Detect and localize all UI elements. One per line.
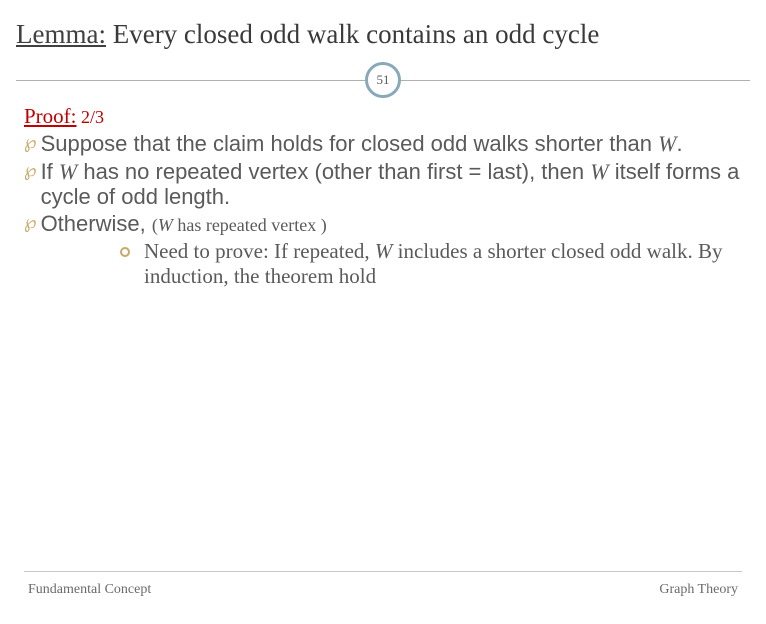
slide: Lemma: Every closed odd walk contains an… [0, 0, 766, 624]
proof-fraction: 2/3 [77, 107, 105, 127]
footer-rule [24, 571, 742, 572]
page-number-badge: 51 [365, 62, 401, 98]
bullet-icon: ℘ [24, 131, 37, 154]
divider: 51 [16, 62, 750, 98]
proof-heading: Proof: 2/3 [24, 104, 742, 129]
title-text: Every closed odd walk contains an odd cy… [106, 19, 599, 49]
bullet-item-1: ℘ Suppose that the claim holds for close… [24, 131, 742, 156]
content-area: Proof: 2/3 ℘ Suppose that the claim hold… [16, 104, 750, 289]
bullet-icon: ℘ [24, 211, 37, 234]
footer: Fundamental Concept Graph Theory [0, 582, 766, 598]
bullet-item-3: ℘ Otherwise, (W has repeated vertex ) [24, 211, 742, 236]
footer-right: Graph Theory [659, 582, 738, 598]
title-lemma: Lemma: [16, 19, 106, 49]
bullet-icon: ℘ [24, 159, 37, 182]
page-number: 51 [377, 72, 390, 88]
bullet-2-text: If W has no repeated vertex (other than … [41, 159, 742, 210]
circle-bullet-icon [120, 247, 130, 257]
bullet-item-2: ℘ If W has no repeated vertex (other tha… [24, 159, 742, 210]
sub-bullet-text: Need to prove: If repeated, W includes a… [144, 239, 742, 289]
slide-title: Lemma: Every closed odd walk contains an… [16, 18, 750, 50]
bullet-3-text: Otherwise, (W has repeated vertex ) [41, 211, 327, 236]
bullet-1-text: Suppose that the claim holds for closed … [41, 131, 683, 156]
proof-label: Proof: [24, 104, 77, 128]
footer-left: Fundamental Concept [28, 582, 151, 598]
sub-bullet-item: Need to prove: If repeated, W includes a… [120, 239, 742, 289]
